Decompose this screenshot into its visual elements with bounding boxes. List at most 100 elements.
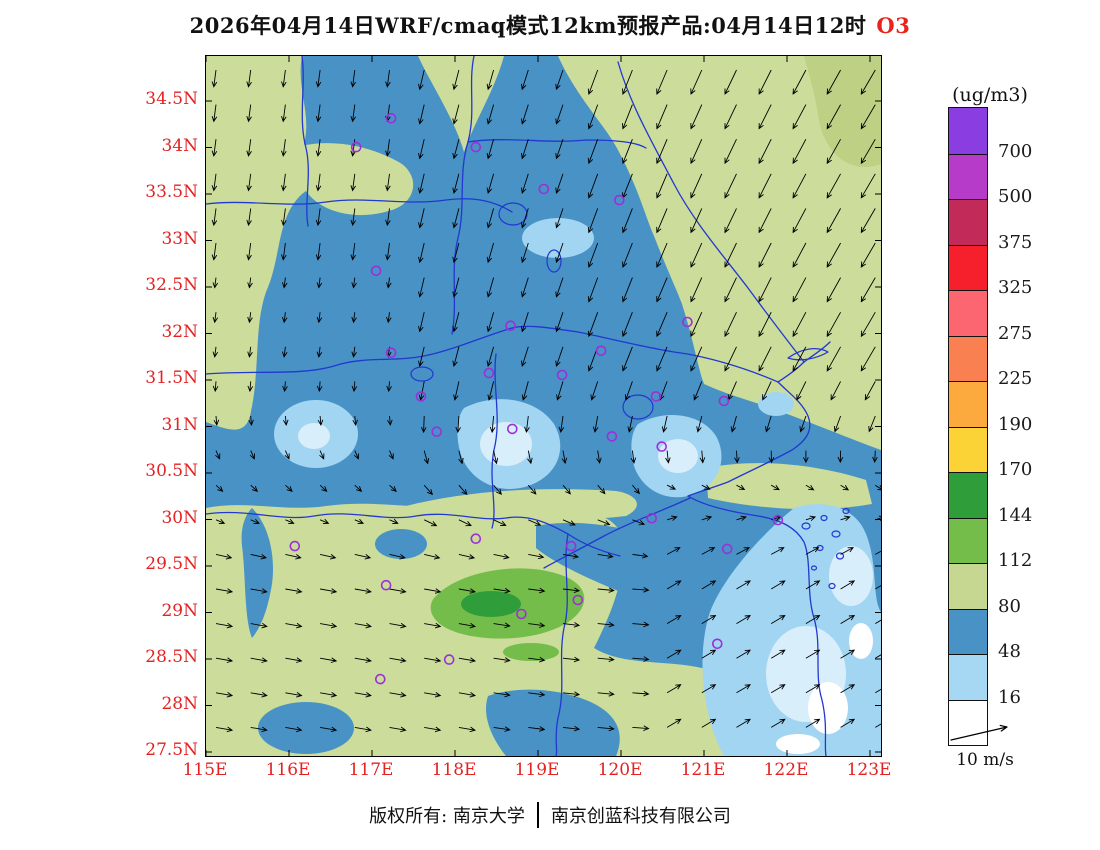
lat-tick-label: 29.5N bbox=[145, 554, 198, 574]
station-marker bbox=[556, 369, 568, 381]
lat-tick-label: 32N bbox=[161, 321, 198, 342]
station-marker bbox=[613, 194, 625, 206]
colorbar-box bbox=[949, 699, 987, 745]
station-marker bbox=[656, 441, 668, 452]
footer-divider bbox=[536, 802, 539, 828]
station-marker bbox=[483, 367, 495, 379]
station-marker bbox=[565, 540, 577, 552]
lat-tick-label: 34N bbox=[161, 135, 198, 156]
lon-tick-label: 118E bbox=[431, 760, 477, 780]
lat-tick-label: 28.5N bbox=[145, 647, 198, 667]
station-marker bbox=[385, 112, 397, 124]
lat-tick-label: 33.5N bbox=[145, 182, 198, 202]
colorbar-box bbox=[949, 472, 987, 518]
station-marker bbox=[772, 514, 784, 526]
colorbar-boundary-label: 275 bbox=[998, 322, 1033, 344]
lat-tick-label: 30.5N bbox=[145, 461, 198, 481]
colorbar-boundary-label: 144 bbox=[998, 504, 1033, 526]
colorbar-box bbox=[949, 563, 987, 609]
colorbar-boundary-label: 375 bbox=[998, 231, 1033, 253]
station-marker bbox=[516, 608, 527, 620]
colorbar-box bbox=[949, 108, 987, 154]
lat-tick-label: 32.5N bbox=[145, 275, 198, 295]
tick-mark-path bbox=[206, 56, 881, 756]
lat-tick-label: 29N bbox=[161, 600, 198, 621]
colorbar-box bbox=[949, 381, 987, 427]
footer-left: 版权所有: 南京大学 bbox=[369, 806, 525, 827]
lat-tick-label: 31.5N bbox=[145, 368, 198, 388]
colorbar-box bbox=[949, 608, 987, 654]
title-main: 2026年04月14日WRF/cmaq模式12km预报产品:04月14日12时 bbox=[189, 13, 867, 38]
lon-tick-label: 123E bbox=[846, 760, 892, 780]
lat-tick-label: 30N bbox=[161, 507, 198, 528]
page-title: 2026年04月14日WRF/cmaq模式12km预报产品:04月14日12时 O… bbox=[0, 10, 1100, 40]
station-marker bbox=[443, 654, 455, 665]
wind-arrow-layer bbox=[211, 69, 881, 733]
colorbar-box bbox=[949, 654, 987, 700]
lat-tick-label: 34.5N bbox=[145, 89, 198, 109]
lon-tick-label: 122E bbox=[763, 760, 809, 780]
station-marker bbox=[505, 320, 516, 332]
station-marker bbox=[718, 395, 730, 407]
station-marker bbox=[711, 638, 723, 650]
lon-tick-label: 121E bbox=[680, 760, 726, 780]
colorbar-boundary-label: 170 bbox=[998, 459, 1033, 480]
colorbar-boundary-label: 225 bbox=[998, 368, 1033, 389]
station-marker bbox=[721, 543, 733, 555]
colorbar-boundary-label: 16 bbox=[998, 686, 1021, 708]
contour-darkgreen-core bbox=[461, 591, 521, 617]
lake-outlines bbox=[410, 202, 850, 590]
footer-copyright: 版权所有: 南京大学 南京创蓝科技有限公司 bbox=[0, 802, 1100, 828]
station-marker bbox=[415, 391, 427, 402]
boundary-lines-layer bbox=[206, 56, 831, 756]
station-marker bbox=[380, 579, 392, 591]
lat-tick-label: 33N bbox=[161, 228, 198, 249]
station-marker bbox=[375, 673, 386, 685]
station-marker bbox=[538, 183, 550, 195]
colorbar-box bbox=[949, 199, 987, 245]
station-marker bbox=[606, 431, 618, 442]
colorbar-box bbox=[949, 335, 987, 381]
colorbar-box bbox=[949, 290, 987, 336]
wind-arrows-path bbox=[211, 69, 881, 733]
lat-tick-label: 27.5N bbox=[145, 740, 198, 760]
map-plot bbox=[205, 55, 882, 757]
station-marker bbox=[431, 426, 442, 438]
station-marker bbox=[646, 512, 658, 524]
lon-tick-label: 119E bbox=[514, 760, 560, 780]
title-pollutant: O3 bbox=[876, 13, 911, 38]
colorbar-box bbox=[949, 153, 987, 199]
footer-right: 南京创蓝科技有限公司 bbox=[550, 806, 731, 827]
colorbar-unit-label: (ug/m3) bbox=[952, 84, 1028, 106]
colorbar-boundary-label: 325 bbox=[998, 277, 1033, 298]
map-svg bbox=[206, 56, 881, 756]
station-marker bbox=[506, 423, 518, 435]
lon-tick-label: 120E bbox=[597, 760, 643, 780]
axis-tick-marks bbox=[206, 56, 881, 756]
lon-tick-label: 115E bbox=[182, 760, 228, 780]
colorbar bbox=[948, 107, 988, 746]
colorbar-boundary-label: 80 bbox=[998, 595, 1021, 617]
colorbar-boundary-label: 500 bbox=[998, 186, 1033, 207]
station-marker bbox=[595, 345, 607, 357]
colorbar-boundary-label: 700 bbox=[998, 140, 1033, 162]
station-marker bbox=[385, 347, 397, 359]
station-marker bbox=[370, 265, 382, 277]
station-marker bbox=[470, 141, 482, 153]
station-marker bbox=[682, 316, 693, 328]
lat-tick-label: 31N bbox=[161, 414, 198, 435]
station-marker bbox=[470, 533, 482, 545]
colorbar-boundary-label: 48 bbox=[998, 641, 1021, 662]
colorbar-boundary-label: 190 bbox=[998, 413, 1033, 435]
contour-olive-ne bbox=[804, 56, 881, 167]
colorbar-box bbox=[949, 244, 987, 290]
colorbar-box bbox=[949, 517, 987, 563]
colorbar-box bbox=[949, 426, 987, 472]
station-marker bbox=[289, 540, 301, 552]
wind-reference-arrow-icon bbox=[950, 724, 1008, 741]
wind-reference-label: 10 m/s bbox=[956, 750, 1014, 770]
lon-tick-label: 117E bbox=[348, 760, 394, 780]
station-marker bbox=[572, 594, 584, 606]
station-marker bbox=[350, 141, 362, 153]
